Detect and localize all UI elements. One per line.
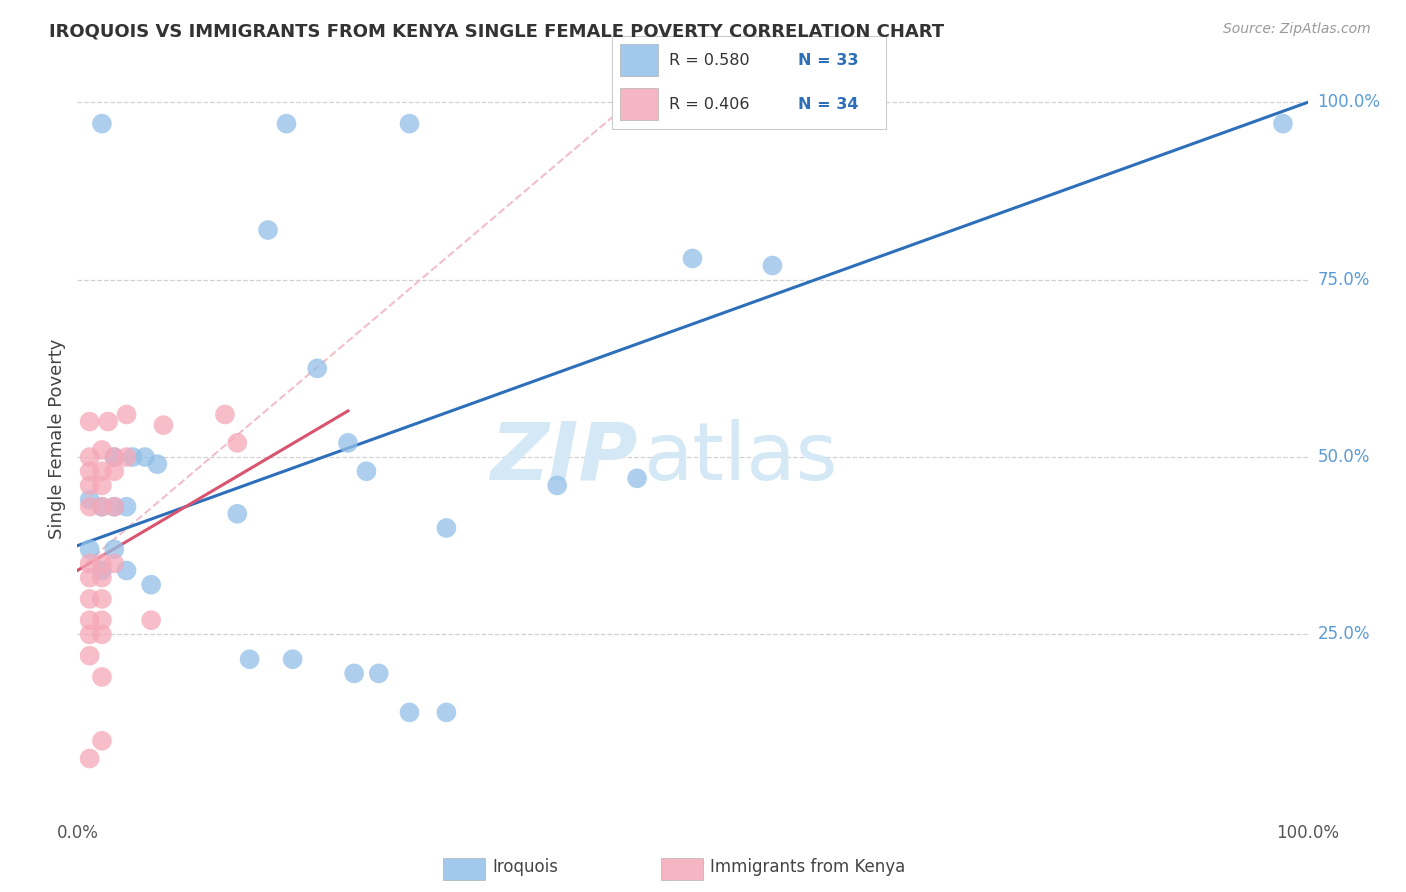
- Point: [90, 478, 114, 492]
- Point: [281, 652, 304, 666]
- Point: [103, 500, 125, 514]
- Point: [90, 500, 114, 514]
- Text: 50.0%: 50.0%: [1317, 448, 1369, 466]
- Text: 75.0%: 75.0%: [1317, 270, 1369, 289]
- Point: [79, 751, 101, 765]
- Point: [115, 450, 138, 464]
- Point: [146, 457, 169, 471]
- Point: [90, 613, 114, 627]
- Text: Source: ZipAtlas.com: Source: ZipAtlas.com: [1223, 22, 1371, 37]
- Point: [79, 492, 101, 507]
- Point: [103, 500, 125, 514]
- Point: [79, 464, 101, 478]
- Point: [90, 627, 114, 641]
- Point: [90, 591, 114, 606]
- Text: R = 0.580: R = 0.580: [669, 53, 749, 68]
- Point: [276, 117, 298, 131]
- Text: N = 33: N = 33: [799, 53, 859, 68]
- Point: [97, 415, 120, 429]
- Point: [343, 666, 366, 681]
- Text: atlas: atlas: [644, 419, 838, 497]
- Point: [367, 666, 389, 681]
- Point: [90, 442, 114, 457]
- Point: [79, 500, 101, 514]
- Point: [398, 706, 420, 720]
- FancyBboxPatch shape: [620, 88, 658, 120]
- Point: [103, 450, 125, 464]
- Point: [79, 478, 101, 492]
- Text: IROQUOIS VS IMMIGRANTS FROM KENYA SINGLE FEMALE POVERTY CORRELATION CHART: IROQUOIS VS IMMIGRANTS FROM KENYA SINGLE…: [49, 22, 945, 40]
- Point: [79, 571, 101, 585]
- Point: [141, 613, 163, 627]
- Point: [90, 670, 114, 684]
- Point: [90, 564, 114, 578]
- Point: [90, 117, 114, 131]
- Point: [436, 706, 458, 720]
- Point: [398, 117, 420, 131]
- Point: [226, 435, 249, 450]
- Text: Immigrants from Kenya: Immigrants from Kenya: [710, 858, 905, 876]
- Text: Iroquois: Iroquois: [492, 858, 558, 876]
- Point: [79, 648, 101, 663]
- Text: 100.0%: 100.0%: [1317, 94, 1381, 112]
- Point: [356, 464, 378, 478]
- Point: [761, 259, 783, 273]
- Point: [337, 435, 360, 450]
- Point: [79, 415, 101, 429]
- Point: [90, 557, 114, 571]
- Point: [546, 478, 568, 492]
- Text: N = 34: N = 34: [799, 96, 859, 112]
- Point: [436, 521, 458, 535]
- Point: [79, 613, 101, 627]
- Text: ZIP: ZIP: [489, 419, 637, 497]
- Point: [307, 361, 329, 376]
- Point: [226, 507, 249, 521]
- Text: R = 0.406: R = 0.406: [669, 96, 749, 112]
- Point: [90, 464, 114, 478]
- Point: [1272, 117, 1295, 131]
- Point: [90, 500, 114, 514]
- Point: [79, 557, 101, 571]
- Point: [103, 450, 125, 464]
- Point: [90, 571, 114, 585]
- Point: [103, 542, 125, 557]
- Point: [134, 450, 156, 464]
- Point: [152, 418, 174, 433]
- Point: [79, 627, 101, 641]
- Point: [141, 578, 163, 592]
- Point: [103, 464, 125, 478]
- Point: [115, 408, 138, 422]
- Point: [103, 557, 125, 571]
- Point: [626, 471, 648, 485]
- Point: [115, 500, 138, 514]
- Point: [239, 652, 262, 666]
- Point: [79, 450, 101, 464]
- Y-axis label: Single Female Poverty: Single Female Poverty: [48, 339, 66, 540]
- Point: [79, 542, 101, 557]
- Point: [682, 252, 704, 266]
- Point: [257, 223, 280, 237]
- Point: [79, 591, 101, 606]
- Text: 25.0%: 25.0%: [1317, 625, 1369, 643]
- Point: [121, 450, 143, 464]
- Point: [90, 733, 114, 747]
- FancyBboxPatch shape: [620, 44, 658, 76]
- Point: [214, 408, 236, 422]
- Point: [115, 564, 138, 578]
